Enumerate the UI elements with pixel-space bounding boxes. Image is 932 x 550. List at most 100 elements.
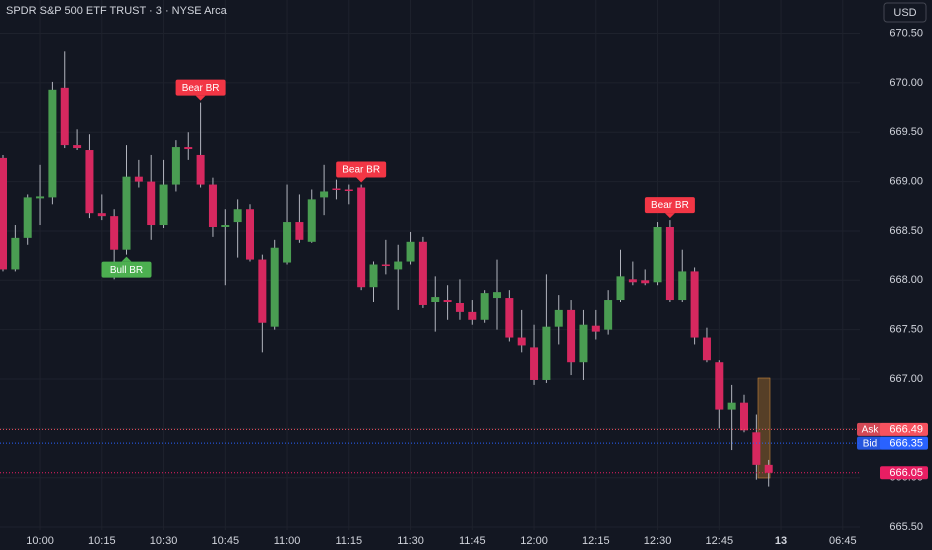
candle-body (394, 261, 403, 270)
y-tick-label: 668.50 (889, 225, 923, 237)
candle-body (616, 276, 625, 301)
candle-body (542, 326, 551, 380)
price-tag-name-box (857, 422, 883, 436)
annotation-label: Bear BR (342, 165, 380, 176)
price-tag-name-box (857, 436, 883, 450)
price-tag-name: Bid (863, 438, 877, 449)
price-tag-name: Ask (862, 424, 880, 435)
price-tag-value: 666.49 (889, 424, 923, 436)
x-tick-label: 11:30 (397, 535, 424, 547)
candle-body (110, 216, 119, 250)
candle-body (431, 297, 440, 303)
y-tick-label: 665.50 (889, 521, 923, 533)
candle-body (690, 271, 699, 338)
candle-body (307, 199, 316, 242)
annotation-pointer (195, 95, 206, 101)
axis-layer: 665.50666.00666.50667.00667.50668.00668.… (26, 27, 928, 547)
x-tick-label: 12:30 (644, 535, 672, 547)
x-tick-label: 10:45 (212, 535, 240, 547)
candle-body (320, 191, 329, 198)
y-tick-label: 668.00 (889, 274, 923, 286)
candle-body (702, 337, 711, 361)
x-tick-label: 10:00 (26, 535, 54, 547)
candle-body (184, 147, 193, 150)
candle-body (233, 209, 242, 223)
candle-body (295, 222, 304, 240)
annotation-box (644, 197, 695, 214)
candle-body (752, 432, 761, 465)
candle-body (246, 209, 254, 260)
plot-layer: Bull BR Bear BR Bear BR Bear BR (0, 51, 860, 487)
candle-body (283, 222, 292, 263)
candle-body (159, 184, 168, 226)
candle-body (505, 298, 514, 338)
candle-body (381, 264, 390, 267)
x-tick-label: 10:30 (150, 535, 178, 547)
candle-body (332, 188, 341, 191)
candle-body (48, 89, 57, 198)
candle-body (604, 300, 613, 330)
x-tick-label: 12:00 (520, 535, 548, 547)
candle-body (196, 154, 205, 185)
annotation-pointer (664, 213, 675, 219)
x-tick-label: 12:15 (582, 535, 610, 547)
candle-body (0, 157, 7, 270)
candle-body (628, 279, 637, 283)
x-tick-label: 11:45 (459, 535, 486, 547)
candle-body (85, 150, 94, 214)
candle-body (468, 311, 477, 320)
candle-body (418, 241, 427, 305)
chart-title: SPDR S&P 500 ETF TRUST · 3 · NYSE Arca (6, 5, 228, 17)
candle-body (591, 325, 600, 332)
x-tick-label: 10:15 (88, 535, 116, 547)
candle-body (678, 271, 687, 301)
y-tick-label: 667.50 (889, 324, 923, 336)
y-tick-label: 670.50 (889, 27, 923, 39)
candle-body (258, 259, 267, 323)
candle-body (97, 213, 106, 217)
candle-body (147, 181, 156, 226)
candle-body (208, 184, 217, 228)
candle-body (567, 309, 576, 363)
annotation-label: Bull BR (110, 265, 143, 276)
candle-body (270, 247, 279, 327)
candle-body (517, 337, 526, 346)
candle-body (665, 227, 674, 301)
candle-body (579, 324, 588, 363)
currency-button[interactable] (883, 2, 927, 23)
currency-label[interactable]: USD (893, 7, 916, 19)
candle-body (480, 293, 489, 320)
candle-body (443, 300, 452, 303)
annotation-pointer (356, 177, 367, 183)
candle-body (554, 309, 563, 327)
x-tick-label: 11:00 (274, 535, 301, 547)
annotation-box (175, 79, 226, 96)
candle-body (653, 227, 662, 283)
y-tick-label: 669.00 (889, 176, 923, 188)
x-tick-label: 11:15 (335, 535, 362, 547)
candle-body (493, 292, 501, 299)
candle-body (134, 176, 143, 182)
y-tick-label: 669.50 (889, 126, 923, 138)
candle-body (60, 87, 69, 146)
price-tag-box (880, 466, 928, 480)
candle-body (715, 362, 724, 410)
candle-body (171, 147, 180, 185)
price-tag-value: 666.05 (889, 467, 923, 479)
price-tag-value: 666.35 (889, 438, 923, 450)
annotation-label: Bear BR (182, 83, 220, 94)
x-tick-label: 12:45 (706, 535, 734, 547)
x-tick-label: 13 (775, 535, 787, 547)
candle-body (727, 402, 736, 410)
annotation-box (336, 161, 387, 178)
candle-body (122, 176, 131, 250)
candle-body (764, 464, 773, 473)
candle-body (23, 197, 32, 238)
y-tick-label: 667.00 (889, 373, 923, 385)
candle-body (740, 402, 748, 431)
x-tick-label: 06:45 (829, 535, 857, 547)
annotation-pointer (121, 256, 132, 262)
